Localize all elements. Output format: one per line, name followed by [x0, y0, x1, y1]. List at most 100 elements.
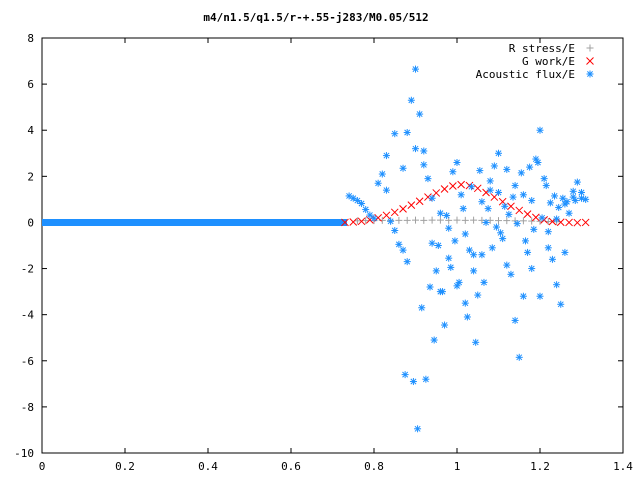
y-tick-label: 6: [27, 78, 34, 91]
acoustic-flux-point: [470, 251, 478, 259]
acoustic-flux-point: [555, 203, 563, 211]
acoustic-flux-point: [548, 255, 556, 263]
acoustic-flux-point: [513, 220, 521, 228]
series-2: [341, 180, 590, 227]
acoustic-flux-point: [420, 161, 428, 169]
acoustic-flux-point: [528, 197, 536, 205]
acoustic-flux-point: [451, 237, 459, 245]
acoustic-flux-point: [387, 217, 395, 225]
g-work-point: [440, 185, 449, 193]
acoustic-flux-point: [362, 206, 370, 214]
x-tick-label: 0: [39, 460, 46, 473]
acoustic-flux-point: [488, 244, 496, 252]
y-tick-label: 0: [27, 216, 34, 229]
acoustic-flux-point: [382, 186, 390, 194]
acoustic-flux-point: [426, 283, 434, 291]
acoustic-flux-point: [412, 145, 419, 153]
x-tick-label: 0.8: [364, 460, 384, 473]
acoustic-flux-point: [517, 169, 525, 177]
acoustic-flux-point: [430, 336, 438, 344]
acoustic-flux-point: [540, 175, 548, 183]
acoustic-flux-point: [399, 246, 407, 254]
g-work-point: [407, 201, 416, 210]
acoustic-flux-point: [519, 292, 527, 300]
g-work-point: [432, 189, 441, 197]
x-tick-label: 1.4: [613, 460, 633, 473]
acoustic-flux-point: [358, 200, 366, 208]
g-work-point: [390, 208, 399, 217]
g-work-point: [507, 202, 515, 211]
series-layer: [42, 65, 590, 433]
acoustic-flux-point: [495, 188, 502, 196]
acoustic-flux-point: [432, 267, 440, 275]
acoustic-flux-point: [414, 425, 422, 433]
acoustic-flux-point: [495, 149, 502, 157]
acoustic-flux-point: [582, 195, 590, 203]
acoustic-flux-point: [447, 263, 455, 271]
acoustic-flux-point: [497, 229, 505, 237]
acoustic-flux-point: [407, 96, 415, 104]
acoustic-flux-point: [515, 353, 523, 361]
g-work-point: [341, 218, 349, 227]
acoustic-flux-point: [457, 191, 465, 199]
g-work-point: [581, 218, 590, 227]
acoustic-flux-point: [486, 186, 494, 194]
acoustic-flux-point: [499, 235, 507, 243]
acoustic-flux-point: [403, 129, 411, 137]
acoustic-flux-point: [391, 130, 399, 138]
acoustic-flux-point: [526, 163, 534, 171]
y-tick-label: -6: [21, 355, 34, 368]
acoustic-flux-point: [476, 167, 484, 175]
acoustic-flux-point: [569, 193, 577, 201]
acoustic-flux-point: [542, 182, 550, 190]
acoustic-flux-point: [391, 227, 399, 235]
acoustic-flux-point: [459, 205, 467, 213]
g-work-point: [556, 218, 565, 227]
r-stress-point: [436, 216, 444, 224]
acoustic-flux-point: [412, 65, 419, 73]
y-tick-label: -8: [21, 401, 34, 414]
g-work-point: [349, 218, 358, 226]
acoustic-flux-point: [445, 254, 453, 262]
acoustic-flux-point: [420, 147, 428, 155]
legend-label: G work/E: [522, 55, 575, 68]
chart-title: m4/n1.5/q1.5/r-+.55-j283/M0.05/512: [203, 11, 428, 24]
r-stress-point: [403, 216, 411, 224]
g-work-point: [515, 206, 524, 215]
legend-marker: [586, 57, 594, 65]
acoustic-flux-point: [561, 248, 569, 256]
y-tick-label: -2: [21, 263, 34, 276]
acoustic-flux-point: [366, 211, 374, 219]
acoustic-flux-point: [565, 209, 573, 217]
acoustic-flux-point: [418, 304, 426, 312]
acoustic-flux-point: [403, 258, 411, 266]
y-tick-label: 2: [27, 170, 34, 183]
g-work-point: [457, 180, 466, 189]
acoustic-flux-point: [472, 338, 480, 346]
acoustic-flux-point: [453, 282, 461, 290]
g-work-point: [382, 211, 391, 220]
acoustic-flux-point: [422, 375, 430, 383]
r-stress-point: [470, 216, 478, 224]
acoustic-flux-point: [561, 200, 569, 208]
plot-frame: [41, 37, 624, 454]
acoustic-flux-point: [524, 248, 532, 256]
acoustic-flux-point: [578, 194, 585, 202]
acoustic-flux-point: [573, 178, 581, 186]
acoustic-flux-point: [511, 316, 519, 324]
acoustic-flux-point: [382, 152, 390, 160]
acoustic-flux-point: [544, 244, 552, 252]
acoustic-flux-point: [490, 162, 498, 170]
r-stress-point: [528, 217, 536, 225]
x-tick-label: 0.2: [115, 460, 135, 473]
x-tick-label: 1.2: [530, 460, 550, 473]
acoustic-flux-point: [484, 205, 492, 213]
acoustic-flux-point: [461, 230, 469, 238]
acoustic-flux-point: [399, 164, 407, 172]
g-work-point: [531, 213, 540, 222]
acoustic-flux-point: [349, 194, 357, 202]
g-work-point: [573, 218, 582, 227]
acoustic-flux-point: [434, 242, 442, 249]
